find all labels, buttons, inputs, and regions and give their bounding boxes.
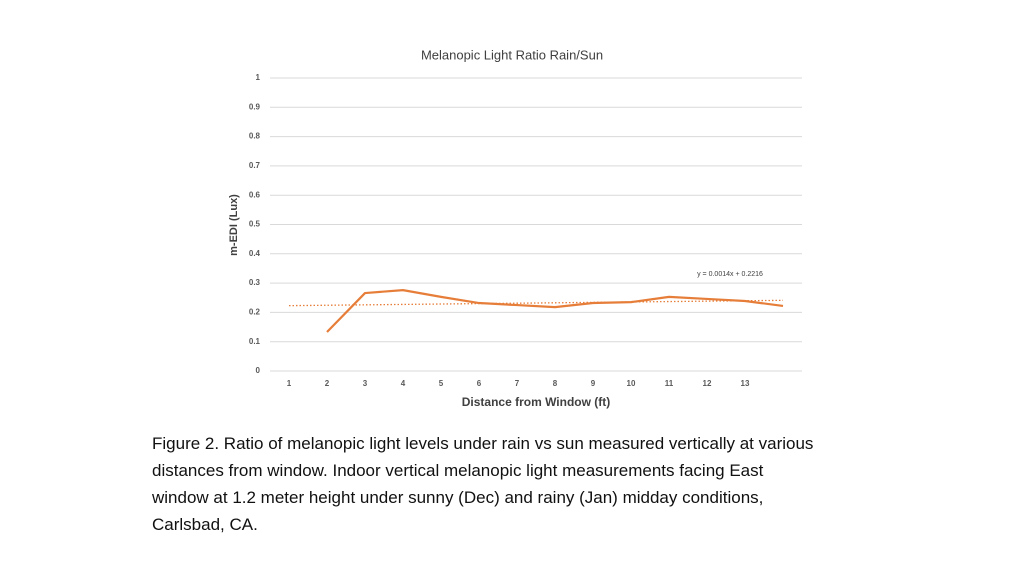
- data-line: [326, 289, 784, 333]
- y-tick-label: 0.9: [249, 102, 261, 111]
- trendline: [288, 299, 784, 307]
- trendline-label: y = 0.0014x + 0.2216: [697, 271, 763, 278]
- caption-line: Figure 2. Ratio of melanopic light level…: [152, 434, 814, 453]
- x-tick-label: 8: [553, 379, 558, 388]
- caption-line: distances from window. Indoor vertical m…: [152, 461, 764, 480]
- y-tick-label: 0: [256, 366, 261, 375]
- caption: Figure 2. Ratio of melanopic light level…: [152, 430, 813, 538]
- x-tick-label: 12: [703, 379, 712, 388]
- y-tick-label: 0.5: [249, 220, 261, 229]
- x-tick-label: 6: [477, 379, 482, 388]
- chart-title: Melanopic Light Ratio Rain/Sun: [421, 47, 603, 62]
- y-tick-label: 0.8: [249, 132, 261, 141]
- y-tick-label: 1: [256, 73, 261, 82]
- y-axis-label: m-EDI (Lux): [228, 194, 240, 256]
- caption-line: window at 1.2 meter height under sunny (…: [152, 488, 764, 507]
- x-tick-label: 3: [363, 379, 368, 388]
- y-tick-label: 0.4: [249, 249, 261, 258]
- y-tick-label: 0.6: [249, 190, 261, 199]
- x-tick-label: 13: [741, 379, 750, 388]
- y-tick-label: 0.1: [249, 337, 261, 346]
- x-tick-label: 9: [591, 379, 596, 388]
- y-tick-label: 0.7: [249, 161, 261, 170]
- chart: Melanopic Light Ratio Rain/Sun Distance …: [228, 47, 802, 409]
- y-tick-label: 0.2: [249, 308, 261, 317]
- x-tick-label: 11: [665, 379, 674, 388]
- x-tick-label: 1: [287, 379, 292, 388]
- x-tick-label: 4: [401, 379, 406, 388]
- x-axis-label: Distance from Window (ft): [462, 395, 611, 409]
- x-tick-label: 7: [515, 379, 520, 388]
- x-tick-label: 10: [627, 379, 636, 388]
- x-tick-label: 2: [325, 379, 330, 388]
- caption-line: Carlsbad, CA.: [152, 515, 258, 534]
- y-tick-label: 0.3: [249, 278, 261, 287]
- x-tick-label: 5: [439, 379, 444, 388]
